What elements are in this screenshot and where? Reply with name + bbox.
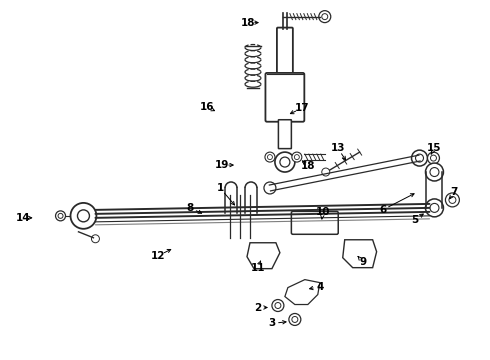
Circle shape (430, 203, 439, 212)
Circle shape (280, 157, 290, 167)
Text: 18: 18 (300, 161, 315, 171)
Circle shape (265, 152, 275, 162)
Circle shape (275, 302, 281, 309)
Text: 12: 12 (151, 251, 166, 261)
Circle shape (294, 154, 299, 159)
FancyBboxPatch shape (277, 28, 293, 121)
Text: 8: 8 (187, 203, 194, 213)
Circle shape (264, 182, 276, 194)
Circle shape (449, 197, 456, 203)
Circle shape (445, 193, 460, 207)
Circle shape (425, 163, 443, 181)
Text: 2: 2 (254, 302, 262, 312)
Circle shape (289, 314, 301, 325)
Text: 18: 18 (241, 18, 255, 28)
Text: 4: 4 (316, 282, 323, 292)
Circle shape (55, 211, 66, 221)
Circle shape (272, 300, 284, 311)
Polygon shape (285, 280, 320, 305)
Text: 1: 1 (217, 183, 224, 193)
Circle shape (416, 154, 423, 162)
Circle shape (322, 14, 328, 20)
Text: 3: 3 (269, 319, 275, 328)
Circle shape (92, 235, 99, 243)
FancyBboxPatch shape (292, 211, 338, 234)
Text: 10: 10 (316, 207, 330, 217)
Circle shape (292, 152, 302, 162)
Circle shape (431, 155, 437, 161)
Circle shape (268, 154, 272, 159)
Circle shape (77, 210, 90, 222)
Text: 11: 11 (251, 263, 265, 273)
Circle shape (58, 213, 63, 219)
Text: 15: 15 (427, 143, 441, 153)
Circle shape (275, 152, 295, 172)
Text: 6: 6 (379, 205, 386, 215)
Text: 5: 5 (411, 215, 418, 225)
Circle shape (412, 150, 427, 166)
Text: 14: 14 (15, 213, 30, 223)
Polygon shape (343, 240, 377, 268)
Text: 16: 16 (200, 102, 214, 112)
Text: 9: 9 (359, 257, 366, 267)
FancyBboxPatch shape (266, 73, 304, 122)
Circle shape (319, 11, 331, 23)
Polygon shape (247, 243, 280, 269)
Text: 17: 17 (294, 103, 309, 113)
Circle shape (430, 167, 439, 176)
Circle shape (425, 199, 443, 217)
Circle shape (322, 168, 330, 176)
Circle shape (71, 203, 97, 229)
Text: 13: 13 (330, 143, 345, 153)
Text: 19: 19 (215, 160, 229, 170)
Text: 7: 7 (451, 187, 458, 197)
Circle shape (292, 316, 298, 323)
Circle shape (427, 152, 440, 164)
FancyBboxPatch shape (278, 120, 292, 149)
